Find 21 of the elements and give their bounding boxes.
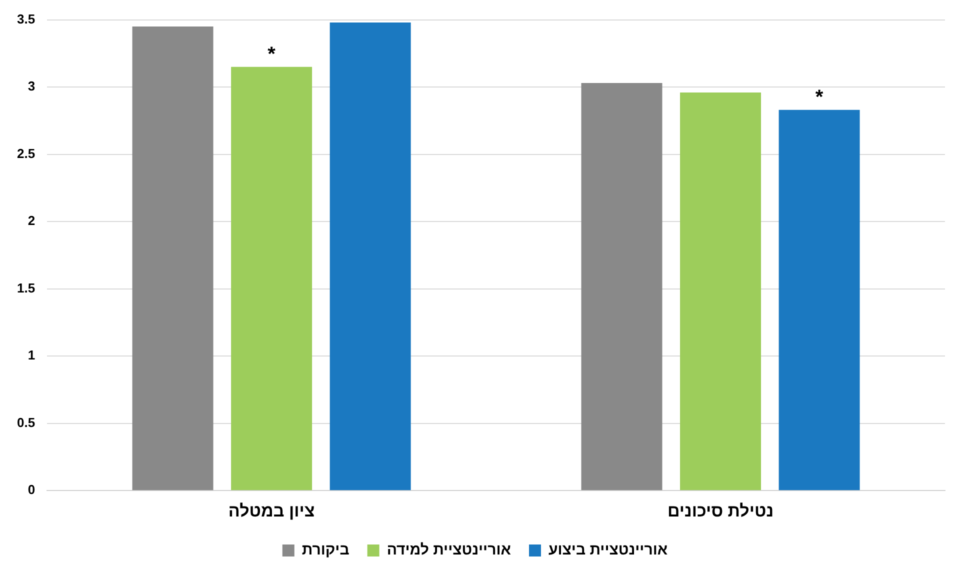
legend-label: אוריינטציית ביצוע bbox=[548, 542, 668, 559]
bar bbox=[581, 83, 662, 490]
data-label: * bbox=[815, 86, 824, 108]
y-tick-label: 2.5 bbox=[16, 146, 36, 161]
bar bbox=[231, 66, 312, 490]
bar bbox=[778, 110, 860, 490]
y-tick-label: 0.5 bbox=[16, 414, 36, 430]
legend-label: אוריינטציית למידה bbox=[386, 542, 511, 559]
x-tick-label: נטילת סיכונים bbox=[668, 501, 774, 520]
bar bbox=[680, 92, 762, 490]
y-tick-label: 3.5 bbox=[16, 11, 36, 26]
x-tick-label: ציון במטלה bbox=[228, 501, 315, 520]
y-tick-label: 3 bbox=[28, 78, 36, 94]
y-tick-label: 1.5 bbox=[16, 280, 36, 296]
y-tick-label: 0 bbox=[28, 482, 36, 498]
y-tick-label: 2 bbox=[28, 213, 36, 228]
legend-label: ביקורת bbox=[302, 542, 350, 559]
bar bbox=[132, 26, 214, 490]
data-label: * bbox=[268, 43, 276, 66]
bar bbox=[330, 22, 411, 490]
y-tick-label: 1 bbox=[28, 348, 36, 363]
